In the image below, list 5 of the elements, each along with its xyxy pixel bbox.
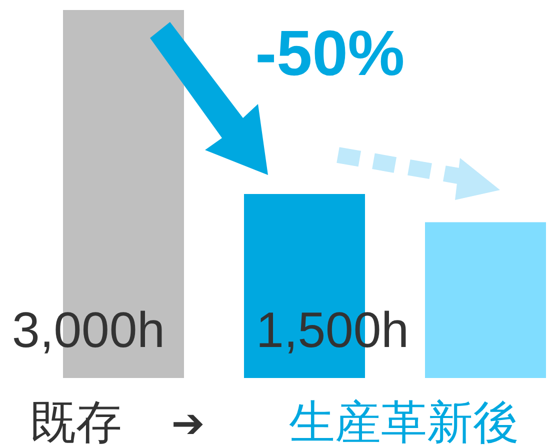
annotation: -50% [255, 17, 405, 89]
text: 生産革新後 [289, 396, 519, 448]
text: 既存 [30, 396, 122, 448]
text: ➔ [171, 402, 205, 446]
data-label: 3,000h [12, 302, 165, 358]
